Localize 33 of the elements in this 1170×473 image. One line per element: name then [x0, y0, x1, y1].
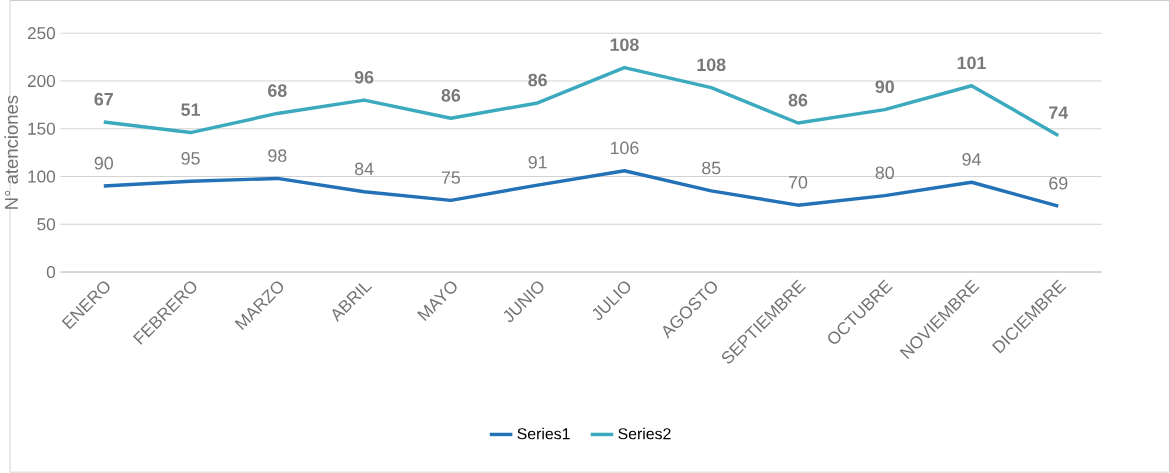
data-label: 85 [702, 161, 721, 175]
data-label: 94 [962, 153, 981, 166]
annotation: 74 [1049, 106, 1069, 119]
annotation: 51 [181, 103, 200, 117]
y-tick-label: 0 [46, 266, 56, 279]
y-tick-label: 250 [27, 27, 56, 40]
data-label: 91 [528, 156, 547, 169]
y-axis-title: N° atenciones [4, 95, 18, 209]
data-label: 69 [1049, 177, 1068, 190]
annotation: 86 [528, 73, 547, 87]
annotation: 67 [94, 92, 113, 106]
legend-label: Series1 [517, 427, 570, 440]
annotation: 86 [441, 89, 461, 102]
annotation: 86 [788, 93, 808, 107]
legend-label: Series2 [618, 427, 671, 440]
data-label: 75 [441, 171, 461, 184]
data-label: 90 [94, 156, 113, 170]
y-tick-label: 200 [27, 75, 56, 88]
y-tick-label: 100 [28, 170, 56, 183]
y-tick-label: 50 [37, 218, 56, 231]
data-label: 98 [268, 149, 287, 162]
data-label: 80 [875, 166, 894, 180]
data-label: 95 [181, 152, 200, 165]
data-label: 70 [788, 176, 808, 189]
data-label: 84 [354, 162, 374, 176]
annotation: 108 [610, 38, 639, 52]
data-label: 106 [610, 141, 639, 155]
annotation: 108 [697, 58, 726, 72]
annotation: 96 [354, 71, 374, 84]
annotation: 90 [875, 80, 894, 94]
y-tick-label: 150 [28, 122, 56, 135]
annotation: 68 [268, 84, 287, 97]
annotation: 101 [957, 56, 986, 70]
